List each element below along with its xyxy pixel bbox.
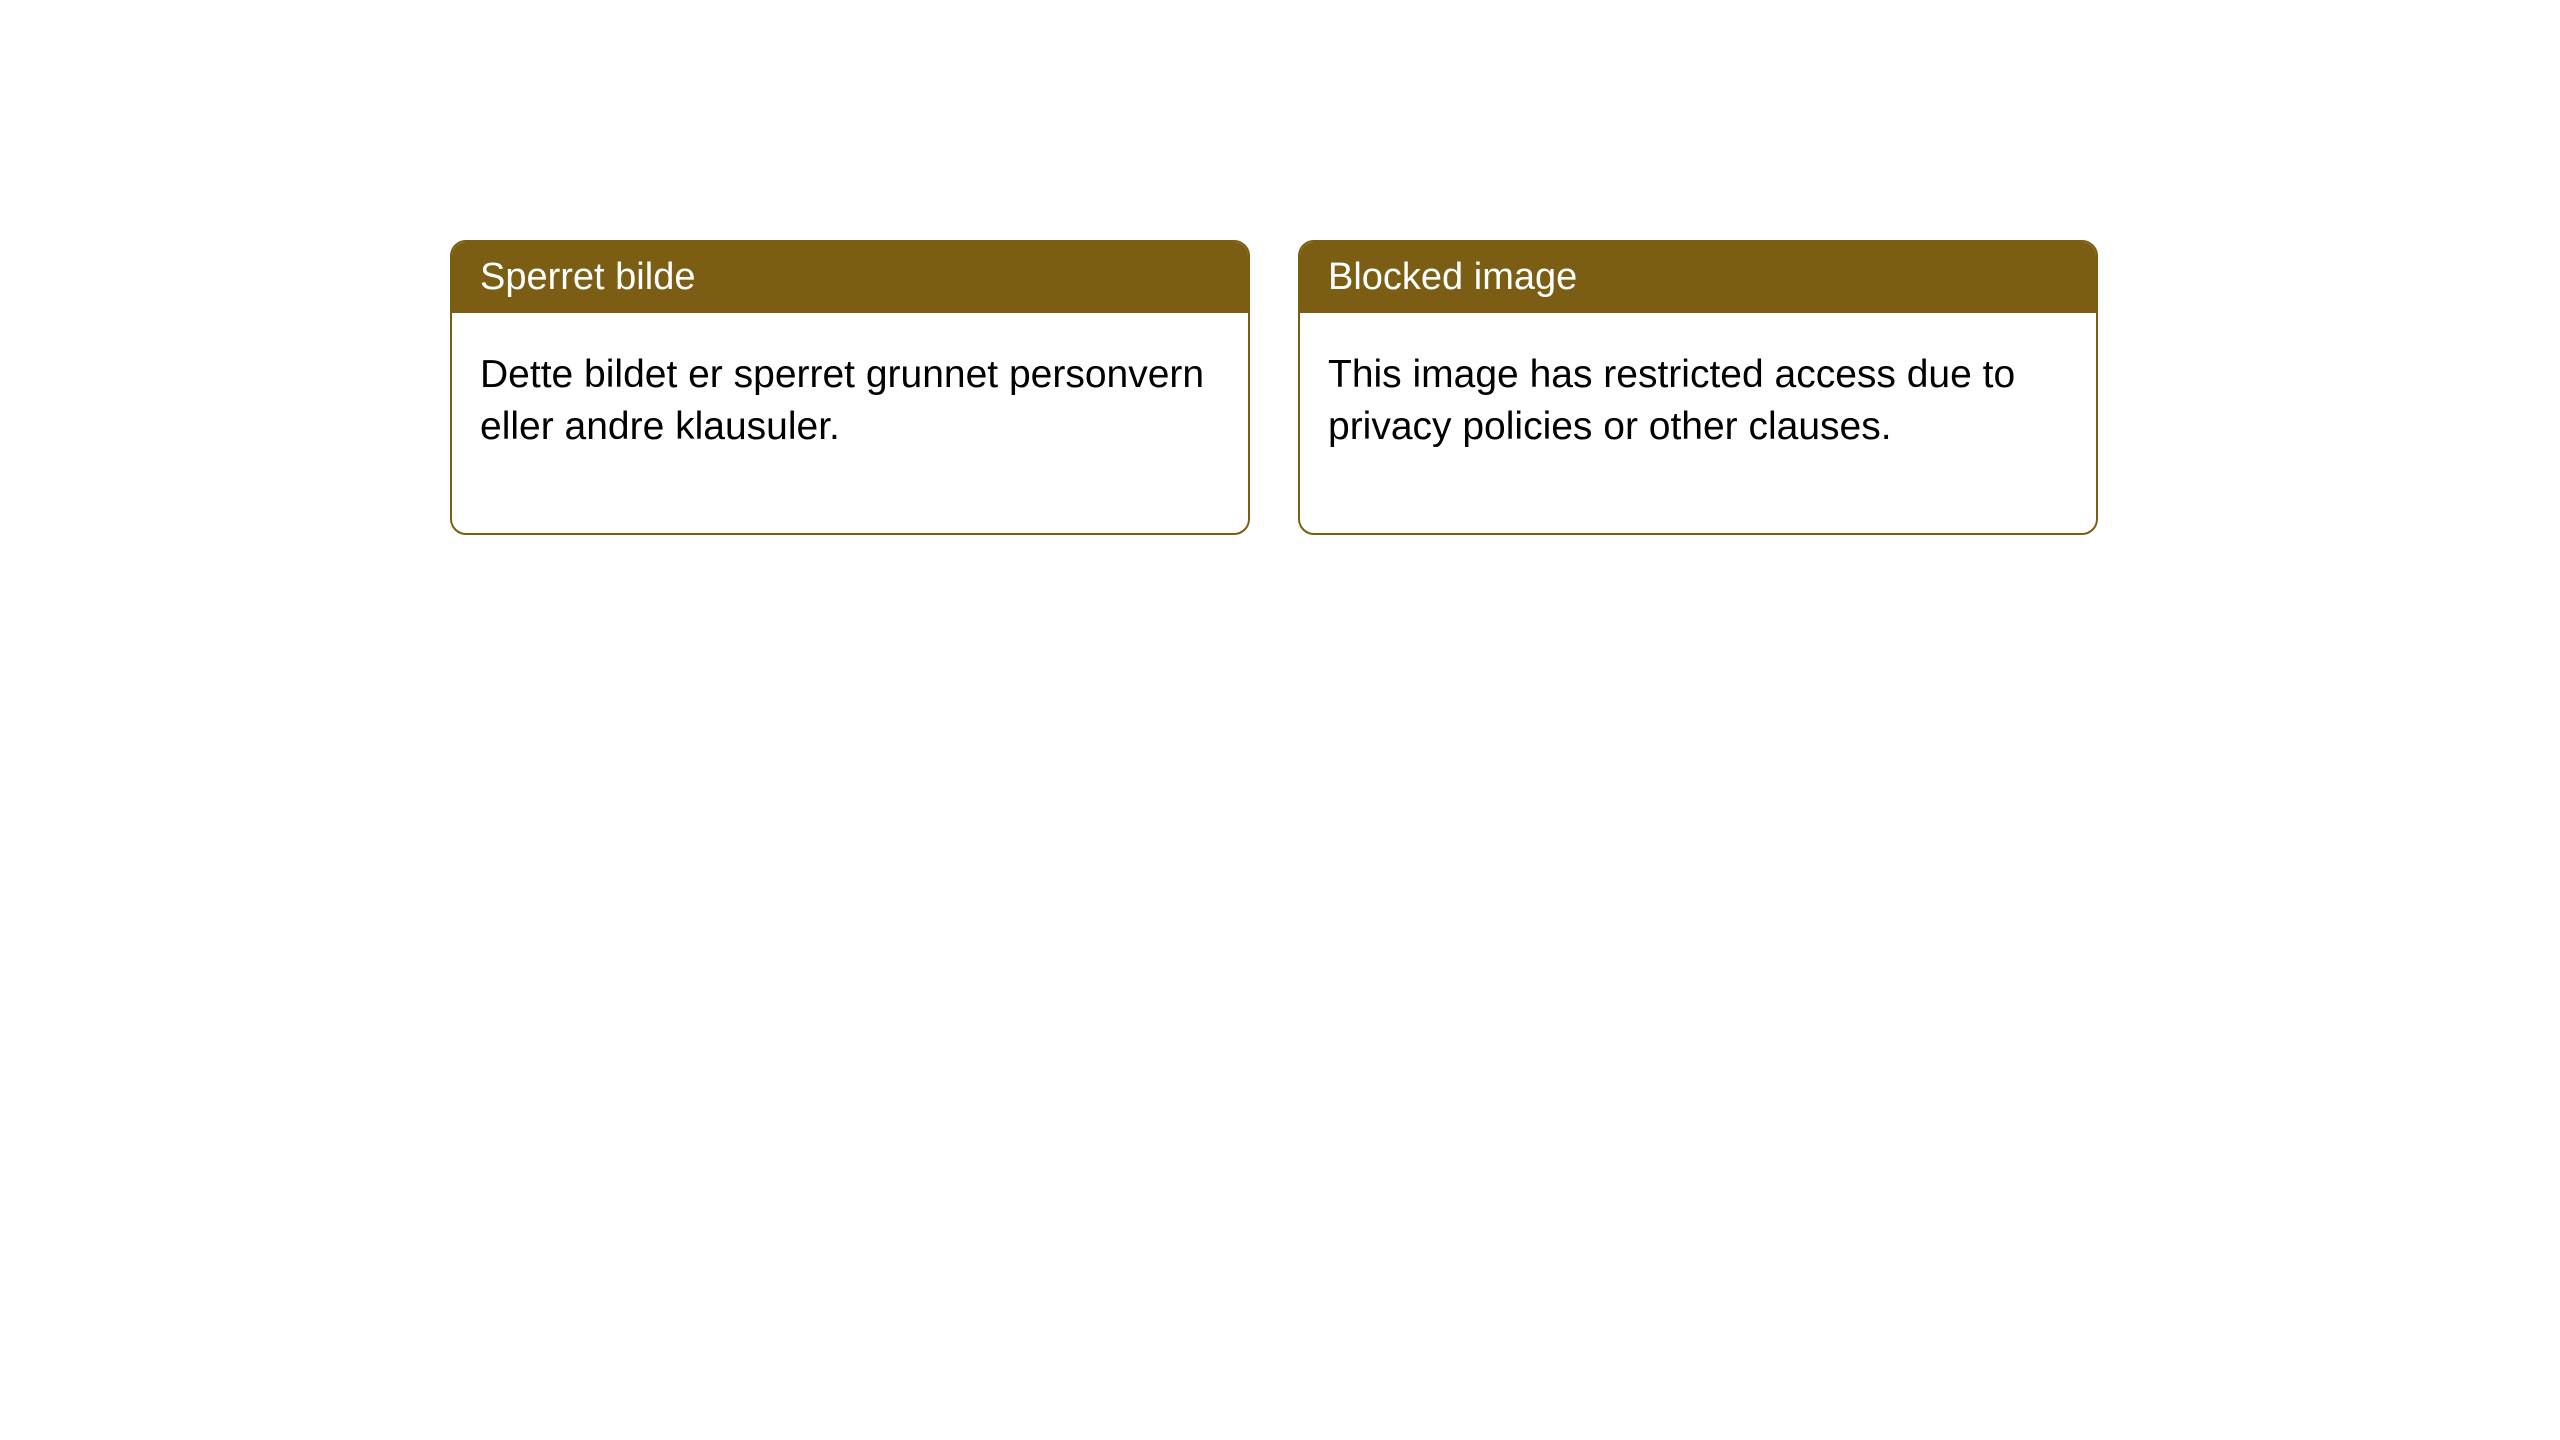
card-header: Blocked image xyxy=(1300,242,2096,313)
card-title: Sperret bilde xyxy=(480,256,695,298)
card-body: Dette bildet er sperret grunnet personve… xyxy=(452,313,1248,533)
card-header: Sperret bilde xyxy=(452,242,1248,313)
notice-card-english: Blocked image This image has restricted … xyxy=(1298,240,2098,535)
card-body-text: Dette bildet er sperret grunnet personve… xyxy=(480,353,1204,448)
card-body-text: This image has restricted access due to … xyxy=(1328,353,2015,448)
card-title: Blocked image xyxy=(1328,256,1577,298)
notice-container: Sperret bilde Dette bildet er sperret gr… xyxy=(0,0,2560,535)
notice-card-norwegian: Sperret bilde Dette bildet er sperret gr… xyxy=(450,240,1250,535)
card-body: This image has restricted access due to … xyxy=(1300,313,2096,533)
